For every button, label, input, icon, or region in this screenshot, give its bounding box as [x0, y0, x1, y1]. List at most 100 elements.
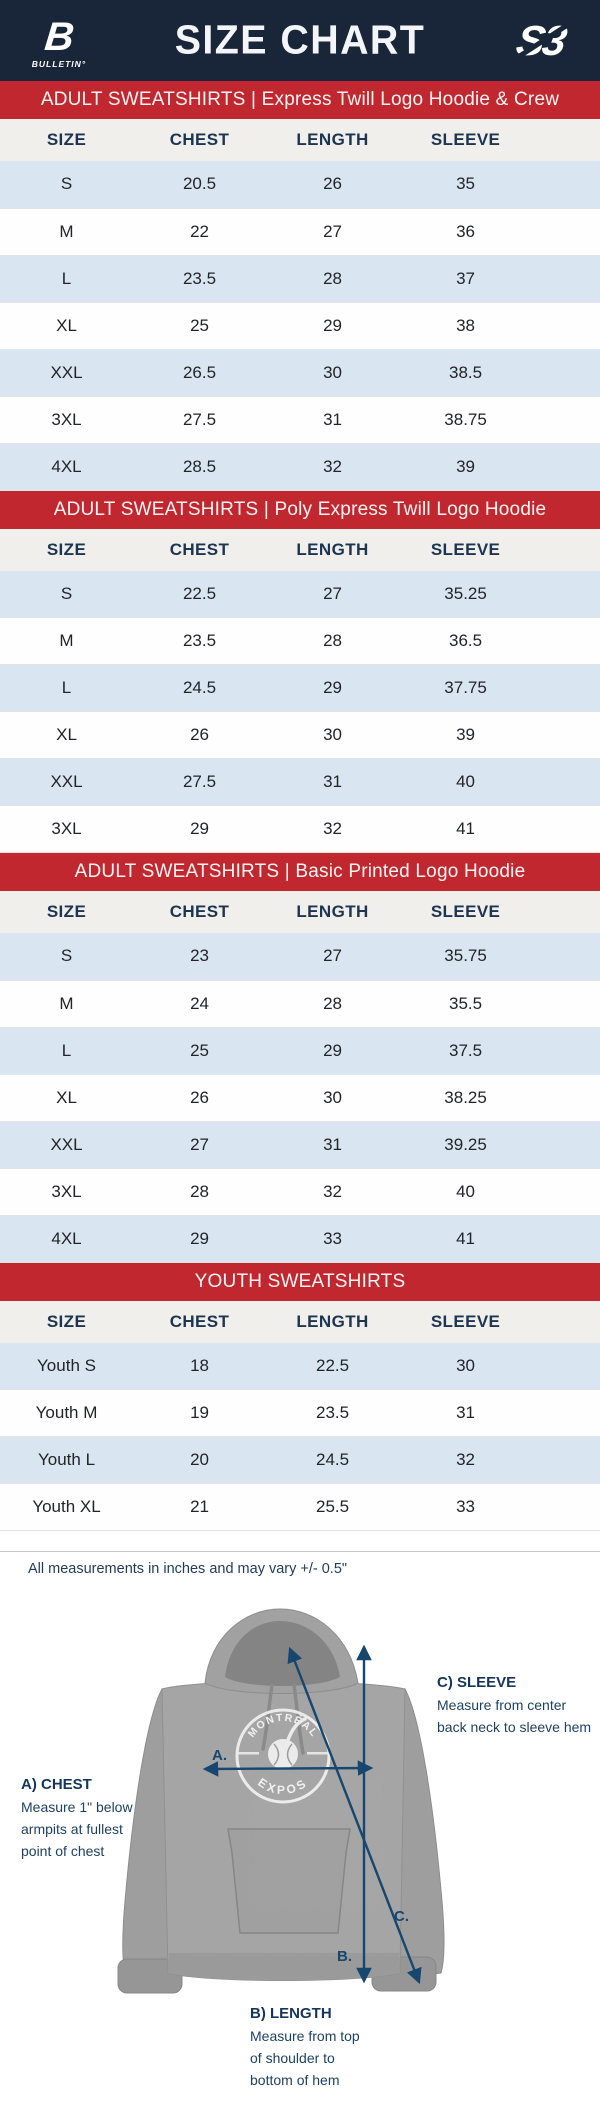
section-banner: ADULT SWEATSHIRTS | Poly Express Twill L… [0, 490, 600, 529]
column-header: CHEST [133, 528, 267, 571]
size-cell: L [61, 1040, 72, 1060]
spacer-cell [532, 933, 600, 980]
measurement-cell: 39 [456, 456, 476, 476]
size-cell: Youth M [35, 1403, 98, 1422]
spacer-cell [532, 1168, 600, 1215]
divider [0, 1551, 600, 1552]
spacer-cell [532, 1027, 600, 1074]
measurement-cell: 24.5 [182, 678, 217, 697]
measurement-cell: 35.75 [444, 946, 487, 966]
measurement-cell: 25 [190, 1040, 209, 1060]
size-tables: ADULT SWEATSHIRTS | Express Twill Logo H… [0, 81, 600, 1531]
measurement-cell: 28.5 [182, 456, 217, 476]
measurement-cell: 29 [323, 315, 342, 335]
measurement-cell: 25.5 [315, 1497, 350, 1516]
size-cell: XXL [50, 362, 83, 382]
measurement-cell: 38.5 [449, 362, 483, 382]
table-row: 4XL 29 33 41 [0, 1215, 600, 1262]
table-row: XXL 27 31 39.25 [0, 1121, 600, 1168]
table-row: M 23.5 28 36.5 [0, 617, 600, 665]
column-header: SLEEVE [399, 528, 533, 571]
size-cell: M [59, 993, 74, 1013]
size-table-section: ADULT SWEATSHIRTS | Basic Printed Logo H… [0, 853, 600, 1263]
size-cell: S [60, 174, 73, 194]
measurement-cell: 28 [323, 993, 342, 1013]
measurement-cell: 22.5 [315, 1355, 350, 1375]
measurement-cell: 36 [456, 221, 476, 241]
measurement-cell: 31 [323, 1134, 342, 1154]
spacer-cell [532, 806, 600, 853]
bulletin-logo-icon: B [42, 14, 76, 59]
measurement-cell: 38.75 [444, 409, 487, 429]
measurement-cell: 26 [190, 725, 209, 744]
table-header-row: SIZE CHEST LENGTH SLEEVE [0, 528, 600, 571]
spacer-cell [532, 891, 600, 933]
size-table: SIZE CHEST LENGTH SLEEVE S 23 27 35.75 M 24 28 35.… [0, 891, 600, 1263]
sleeve-annotation-line: Measure from center [437, 1697, 567, 1714]
column-header: SLEEVE [399, 891, 533, 933]
measurement-cell: 27.5 [182, 409, 217, 429]
measurement-cell: 35.25 [444, 583, 487, 603]
measurement-cell: 30 [323, 1087, 342, 1107]
column-header: LENGTH [266, 1300, 400, 1343]
measurement-guide: All measurements in inches and may vary … [0, 1531, 600, 2088]
bulletin-logo: B BULLETIN° [16, 13, 102, 69]
measurement-cell: 23.5 [182, 631, 217, 650]
measurement-cell: 20.5 [182, 174, 217, 194]
table-row: 3XL 29 32 41 [0, 805, 600, 853]
measurement-cell: 27 [323, 583, 342, 603]
size-cell: 4XL [51, 456, 82, 476]
column-header: LENGTH [266, 528, 400, 571]
chest-annotation-title: A) CHEST [21, 1776, 92, 1793]
measurement-cell: 26 [190, 1087, 209, 1107]
measurement-cell: 35 [456, 174, 476, 194]
spacer-cell [532, 302, 600, 349]
spacer-cell [532, 1215, 600, 1262]
measurement-cell: 22 [190, 221, 209, 241]
measurement-cell: 41 [456, 819, 476, 838]
column-header: SIZE [0, 1300, 134, 1343]
size-cell: XL [56, 315, 77, 335]
measurement-cell: 32 [456, 1450, 476, 1469]
size-cell: Youth S [37, 1355, 96, 1375]
spacer-cell [532, 161, 600, 208]
measurement-cell: 28 [323, 631, 342, 650]
spacer-cell [532, 618, 600, 665]
spacer-cell [532, 1121, 600, 1168]
length-annotation-line: of shoulder to [250, 2049, 335, 2066]
size-cell: L [61, 678, 72, 697]
measurement-cell: 27.5 [182, 772, 217, 791]
column-header: CHEST [133, 119, 267, 161]
measurement-cell: 32 [323, 819, 342, 838]
measurement-cell: 22.5 [182, 583, 217, 603]
length-annotation: B) LENGTH Measure from top of shoulder t… [250, 2002, 410, 2091]
measurement-cell: 30 [456, 1355, 476, 1375]
measurement-cell: 41 [456, 1228, 476, 1248]
section-banner: ADULT SWEATSHIRTS | Basic Printed Logo H… [0, 853, 600, 891]
measurement-cell: 29 [323, 678, 342, 697]
spacer-cell [532, 980, 600, 1027]
measurement-cell: 31 [323, 409, 342, 429]
table-row: 3XL 27.5 31 38.75 [0, 396, 600, 443]
table-row: Youth XL 21 25.5 33 [0, 1483, 600, 1531]
size-cell: Youth XL [32, 1497, 101, 1516]
measurement-cell: 33 [323, 1228, 342, 1248]
table-header-row: SIZE CHEST LENGTH SLEEVE [0, 119, 600, 161]
page-title: SIZE CHART [174, 16, 426, 63]
bulletin-logo-label: BULLETIN° [31, 58, 87, 69]
table-row: XL 26 30 38.25 [0, 1074, 600, 1121]
spacer-cell [532, 759, 600, 806]
measurement-cell: 40 [456, 1181, 476, 1201]
table-row: XXL 27.5 31 40 [0, 758, 600, 806]
chest-annotation-line: point of chest [21, 1842, 105, 1859]
size-table-section: ADULT SWEATSHIRTS | Express Twill Logo H… [0, 81, 600, 491]
measurement-cell: 21 [190, 1497, 209, 1516]
size-cell: S [60, 583, 73, 603]
heather-texture [118, 1609, 445, 1993]
measurement-cell: 18 [190, 1355, 209, 1375]
measurement-cell: 31 [456, 1403, 476, 1422]
hoodie-illustration: MONTRÉAL EXPOS [117, 1608, 445, 1994]
size-table-section: ADULT SWEATSHIRTS | Poly Express Twill L… [0, 490, 600, 854]
column-header: SIZE [0, 528, 134, 571]
measurement-cell: 28 [323, 268, 342, 288]
